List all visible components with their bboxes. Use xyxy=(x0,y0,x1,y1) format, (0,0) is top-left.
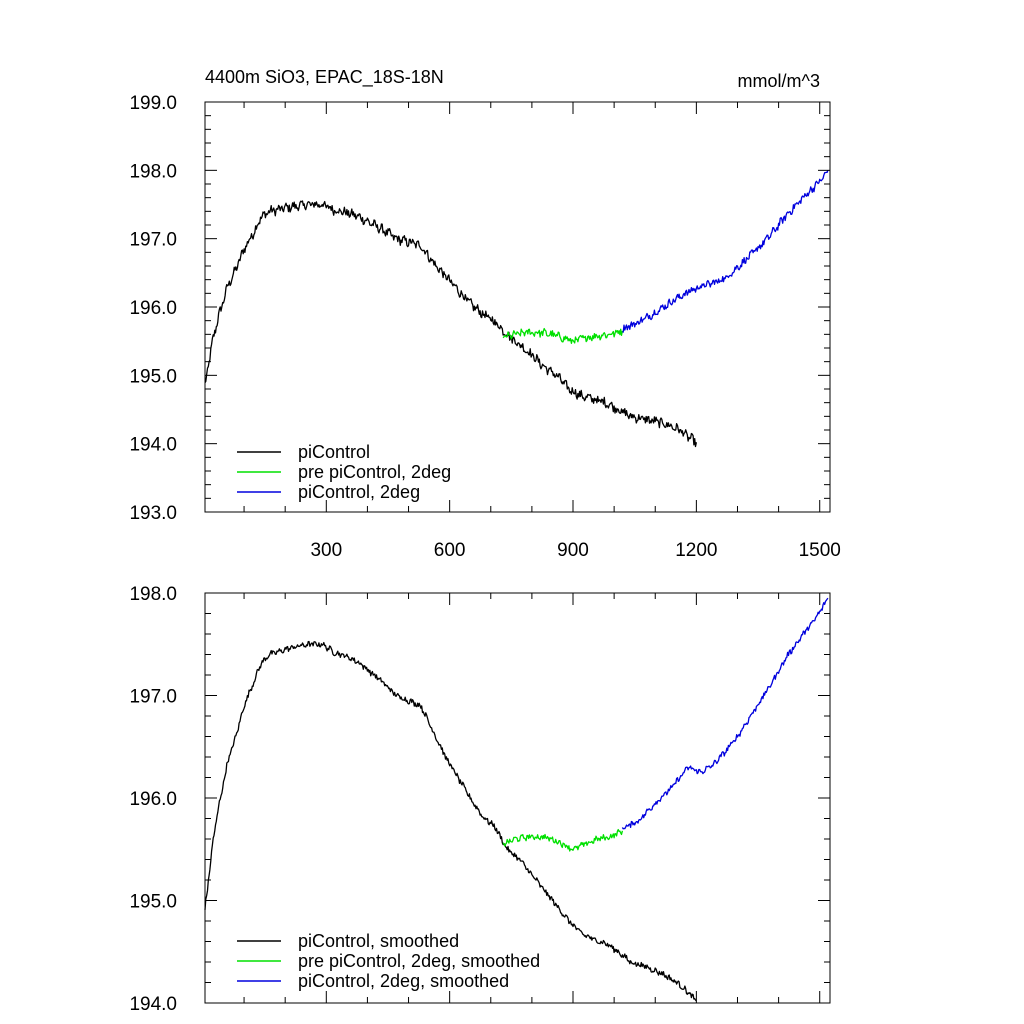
bottom-panel-series-pre-picontrol-2deg-smoothed xyxy=(502,828,624,852)
bottom-panel-legend-label-picontrol-smoothed: piControl, smoothed xyxy=(298,931,459,951)
top-panel-legend-label-pre-picontrol-2deg: pre piControl, 2deg xyxy=(298,462,451,482)
top-panel-y-tick-label: 194.0 xyxy=(129,435,177,456)
top-panel-series-picontrol xyxy=(204,200,698,448)
bottom-panel-series-picontrol-smoothed xyxy=(204,640,697,1002)
top-panel-title: 4400m SiO3, EPAC_18S-18N xyxy=(205,67,444,88)
top-panel-plot-frame xyxy=(204,101,831,513)
top-panel-series-pre-picontrol-2deg xyxy=(502,327,624,344)
top-panel-x-tick-label: 1500 xyxy=(799,540,841,561)
top-panel-legend-label-picontrol-2deg: piControl, 2deg xyxy=(298,482,420,502)
top-panel-y-tick-label: 198.0 xyxy=(129,161,177,182)
top-panel-series-picontrol-2deg xyxy=(622,170,829,333)
top-panel-x-tick-label: 1200 xyxy=(675,540,717,561)
top-panel: 4400m SiO3, EPAC_18S-18N mmol/m^3 193.0 1… xyxy=(129,67,840,561)
top-panel-x-tick-label: 900 xyxy=(557,540,589,561)
bottom-panel-y-tick-label: 195.0 xyxy=(129,892,177,913)
top-panel-y-tick-label: 197.0 xyxy=(129,230,177,251)
top-panel-y-tick-label: 196.0 xyxy=(129,298,177,319)
top-panel-legend-label-picontrol: piControl xyxy=(298,442,370,462)
top-panel-y-tick-label: 195.0 xyxy=(129,366,177,387)
bottom-panel-y-tick-label: 197.0 xyxy=(129,687,177,708)
top-panel-x-tick-label: 600 xyxy=(434,540,466,561)
bottom-panel-plot-frame xyxy=(204,592,831,1004)
bottom-panel-legend-label-picontrol-2deg-smoothed: piControl, 2deg, smoothed xyxy=(298,971,509,991)
top-panel-y-tick-label: 193.0 xyxy=(129,503,177,524)
top-panel-units: mmol/m^3 xyxy=(738,71,820,91)
top-panel-y-tick-label: 199.0 xyxy=(129,93,177,114)
bottom-panel-legend-label-pre-picontrol-2deg-smoothed: pre piControl, 2deg, smoothed xyxy=(298,951,540,971)
bottom-panel: 194.0 195.0 196.0 197.0 198.0 piControl, smo… xyxy=(129,584,831,1015)
bottom-panel-y-tick-label: 196.0 xyxy=(129,789,177,810)
bottom-panel-series-picontrol-2deg-smoothed xyxy=(621,597,829,830)
bottom-panel-y-tick-label: 194.0 xyxy=(129,994,177,1015)
top-panel-x-tick-label: 300 xyxy=(310,540,342,561)
bottom-panel-y-tick-label: 198.0 xyxy=(129,584,177,605)
